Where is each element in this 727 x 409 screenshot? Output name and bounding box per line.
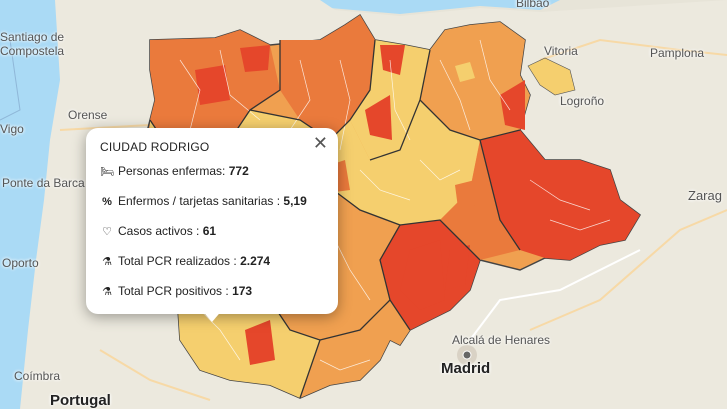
row-value: 5,19 bbox=[283, 194, 307, 208]
row-label: Casos activos : bbox=[118, 224, 200, 238]
flask-icon: ⚗ bbox=[102, 256, 112, 268]
city-label-vigo: Vigo bbox=[0, 122, 24, 136]
percent-icon: % bbox=[102, 196, 112, 208]
city-label-zaragoza: Zarag bbox=[688, 188, 722, 203]
row-value: 61 bbox=[202, 224, 217, 238]
madrid-marker bbox=[462, 350, 472, 360]
row-value: 173 bbox=[232, 284, 253, 298]
popup-row-enfermos-tarjetas: % Enfermos / tarjetas sanitarias : 5,19 bbox=[100, 194, 307, 208]
province-valladolid[interactable] bbox=[320, 100, 480, 225]
province-la-rioja-patch bbox=[527, 57, 576, 96]
country-label-text: Portugal bbox=[50, 392, 111, 409]
city-label-ponte-da-barca: Ponte da Barca bbox=[2, 176, 85, 190]
row-label: Total PCR realizados : bbox=[118, 254, 237, 268]
atlantic-ocean bbox=[0, 0, 80, 409]
hotspot[interactable] bbox=[240, 45, 270, 72]
city-label-coimbra: Coímbra bbox=[14, 369, 60, 383]
road bbox=[99, 349, 211, 401]
city-label-orense: Orense bbox=[68, 108, 107, 122]
city-label-text: Coímbra bbox=[14, 369, 61, 383]
road bbox=[539, 38, 727, 61]
capital-label-text: Madrid bbox=[441, 360, 491, 377]
hotspot[interactable] bbox=[455, 180, 478, 208]
yellow-patch bbox=[455, 62, 475, 82]
hotspot[interactable] bbox=[445, 245, 470, 290]
road bbox=[529, 209, 727, 331]
city-label-line: Santiago de bbox=[0, 30, 65, 44]
city-label-line: Compostela bbox=[0, 44, 65, 58]
province-burgos[interactable] bbox=[420, 22, 530, 140]
heartbeat-icon: ♡ bbox=[102, 226, 112, 238]
country-label-portugal: Portugal bbox=[50, 392, 111, 409]
bed-icon: 🛏 bbox=[100, 166, 114, 178]
info-popup: CIUDAD RODRIGO ✕ 🛏 Personas enfermas: 772… bbox=[86, 128, 338, 314]
city-label-text: Pamplona bbox=[650, 46, 705, 60]
hotspot[interactable] bbox=[400, 240, 445, 310]
city-label-oporto: Oporto bbox=[2, 256, 39, 270]
river bbox=[0, 39, 21, 121]
city-label-text: Logroño bbox=[560, 94, 605, 108]
popup-row-casos-activos: ♡ Casos activos : 61 bbox=[100, 224, 216, 238]
close-icon[interactable]: ✕ bbox=[312, 133, 328, 153]
city-label-bilbao: Bilbao bbox=[516, 0, 549, 10]
row-value: 2.274 bbox=[240, 254, 271, 268]
city-label-logrono: Logroño bbox=[560, 94, 604, 108]
hotspot[interactable] bbox=[245, 320, 275, 365]
popup-row-personas-enfermas: 🛏 Personas enfermas: 772 bbox=[100, 164, 249, 178]
city-label-alcala: Alcalá de Henares bbox=[452, 333, 550, 347]
row-value: 772 bbox=[228, 164, 249, 178]
city-label-text: Alcalá de Henares bbox=[452, 333, 551, 347]
province-soria[interactable] bbox=[480, 130, 640, 260]
hotspot[interactable] bbox=[500, 80, 525, 130]
city-label-santiago: Santiago de Compostela bbox=[0, 30, 64, 58]
row-label: Personas enfermas: bbox=[118, 164, 226, 178]
popup-row-pcr-realizados: ⚗ Total PCR realizados : 2.274 bbox=[100, 254, 270, 268]
city-label-text: Vigo bbox=[0, 122, 24, 136]
popup-pointer bbox=[200, 308, 224, 322]
city-label-text: Orense bbox=[68, 108, 108, 122]
hotspot[interactable] bbox=[365, 95, 392, 140]
city-label-vitoria: Vitoria bbox=[544, 44, 578, 58]
row-label: Total PCR positivos : bbox=[118, 284, 229, 298]
bay-of-biscay bbox=[300, 0, 560, 14]
row-label: Enfermos / tarjetas sanitarias : bbox=[118, 194, 281, 208]
popup-title: CIUDAD RODRIGO bbox=[100, 140, 210, 154]
province-burgos-south[interactable] bbox=[440, 140, 520, 260]
road bbox=[469, 249, 641, 341]
city-label-text: Vitoria bbox=[544, 44, 578, 58]
hotspot[interactable] bbox=[195, 65, 230, 105]
province-avila-south[interactable] bbox=[300, 300, 410, 398]
capital-label-madrid: Madrid bbox=[441, 360, 490, 377]
popup-row-pcr-positivos: ⚗ Total PCR positivos : 173 bbox=[100, 284, 252, 298]
city-label-text: Oporto bbox=[2, 256, 39, 270]
hotspot[interactable] bbox=[380, 45, 405, 75]
city-label-text: Ponte da Barca bbox=[2, 176, 85, 190]
city-label-text: Bilbao bbox=[516, 0, 550, 10]
flask-icon: ⚗ bbox=[102, 286, 112, 298]
city-label-pamplona: Pamplona bbox=[650, 46, 704, 60]
city-label-text: Zarag bbox=[688, 188, 722, 203]
